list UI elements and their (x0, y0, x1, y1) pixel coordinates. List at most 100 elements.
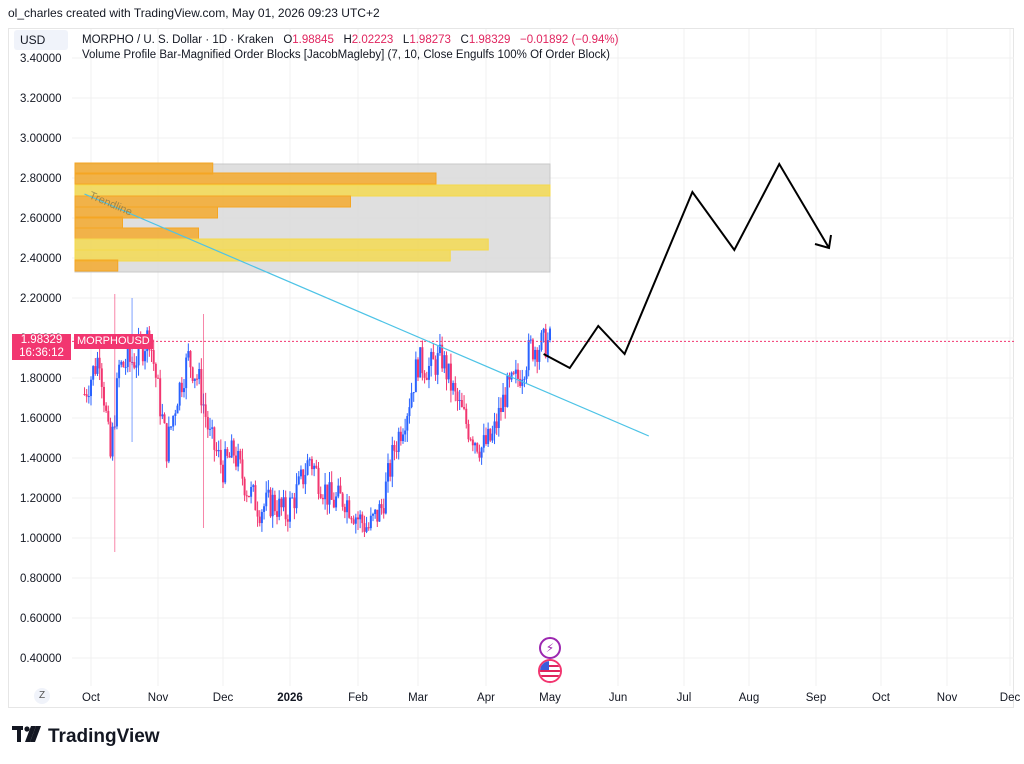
candle-body (387, 463, 389, 482)
reset-scale-button[interactable]: Z (34, 688, 50, 704)
candle-body (469, 439, 472, 441)
candle-body (380, 504, 383, 509)
candle-body (497, 407, 500, 428)
candle-body (163, 414, 166, 424)
candle-body (250, 486, 253, 497)
candle-body (382, 508, 385, 514)
candle-body (183, 388, 185, 393)
candle-body (324, 484, 327, 500)
grid (72, 29, 1014, 686)
candle-body (232, 440, 235, 456)
candle-body (491, 433, 494, 441)
candle-body (504, 394, 507, 407)
candle-body (527, 340, 530, 371)
candle-body (96, 357, 99, 374)
candle-body (187, 351, 190, 358)
candle-body (430, 351, 433, 366)
candle-body (133, 362, 136, 368)
candle-body (421, 347, 424, 374)
candle-body (393, 445, 396, 451)
candle-body (170, 426, 172, 428)
candle-body (178, 382, 181, 406)
volume-profile-bar (74, 216, 123, 229)
candle-body (339, 485, 342, 494)
x-tick-label: Nov (937, 692, 958, 704)
candle-body (434, 359, 437, 375)
candle-body (265, 492, 268, 507)
y-tick-label: 1.80000 (20, 373, 62, 385)
change-value: −0.01892 (−0.94%) (519, 34, 619, 46)
candle-body (204, 404, 207, 417)
candle-body (408, 407, 411, 417)
candle-body (105, 405, 108, 411)
candle-body (523, 378, 526, 380)
candle-body (256, 510, 259, 517)
x-axis: Oct Nov Dec 2026 Feb Mar Apr May Jun Jul Aug Sep Oct… (82, 692, 1020, 704)
symbol-line[interactable]: MORPHO / U. S. Dollar · 1D · Kraken (82, 34, 274, 46)
candle-body (263, 506, 266, 512)
candle-body (357, 517, 359, 520)
y-tick-label: 0.60000 (20, 613, 62, 625)
candle-body (128, 348, 131, 362)
candle-body (432, 351, 435, 360)
candle-body (391, 445, 394, 477)
candle-body (276, 511, 279, 517)
candle-body (414, 359, 417, 393)
candle-body (493, 421, 496, 434)
candle-body (293, 497, 296, 509)
x-tick-label: Mar (408, 692, 428, 704)
candle-body (317, 467, 320, 494)
us-flag-event-icon[interactable] (538, 659, 562, 683)
close-label: C (460, 34, 469, 46)
projection-path (543, 161, 830, 370)
candle-body (150, 349, 153, 351)
candle-body (346, 500, 349, 513)
high-label: H (343, 34, 352, 46)
candle-body (372, 514, 374, 516)
y-tick-label: 1.60000 (20, 413, 62, 425)
candle-body (206, 416, 209, 430)
y-tick-label: 1.40000 (20, 453, 62, 465)
tradingview-logo[interactable]: TradingView (12, 726, 160, 748)
candle-body (485, 435, 487, 444)
indicator-line[interactable]: Volume Profile Bar-Magnified Order Block… (82, 49, 610, 61)
low-label: L (402, 34, 410, 46)
candle-body (419, 347, 422, 378)
candle-body (363, 523, 366, 532)
lightning-event-icon[interactable]: ⚡ (539, 637, 561, 659)
candle-body (193, 378, 196, 381)
candle-body (343, 506, 346, 513)
candle-body (122, 361, 125, 368)
candle-body (219, 449, 222, 465)
candle-body (180, 382, 183, 393)
candle-body (308, 459, 311, 461)
candle-body (350, 517, 353, 520)
candle-body (109, 421, 112, 457)
candles (83, 294, 551, 552)
x-tick-label: Oct (82, 692, 101, 704)
candle-body (348, 500, 351, 518)
currency-button[interactable]: USD (14, 30, 68, 50)
candle-body (135, 365, 138, 368)
candle-body (211, 427, 214, 429)
candle-body (443, 355, 446, 369)
candle-body (514, 369, 517, 374)
projection-arrowhead (814, 234, 832, 250)
candle-body (512, 372, 515, 374)
candle-body (399, 431, 402, 442)
y-tick-label: 2.20000 (20, 293, 62, 305)
candle-body (226, 449, 229, 456)
candle-body (234, 455, 237, 467)
candle-body (286, 519, 289, 522)
candle-body (471, 439, 474, 446)
close-value: 1.98329 (468, 34, 511, 46)
candle-body (359, 514, 362, 520)
candle-body (196, 378, 198, 380)
candle-body (273, 494, 276, 512)
volume-profile-bar (74, 206, 218, 219)
candle-body (92, 366, 95, 380)
bar-countdown: 16:36:12 (19, 347, 64, 359)
y-tick-label: 2.60000 (20, 213, 62, 225)
candle-body (410, 392, 413, 408)
